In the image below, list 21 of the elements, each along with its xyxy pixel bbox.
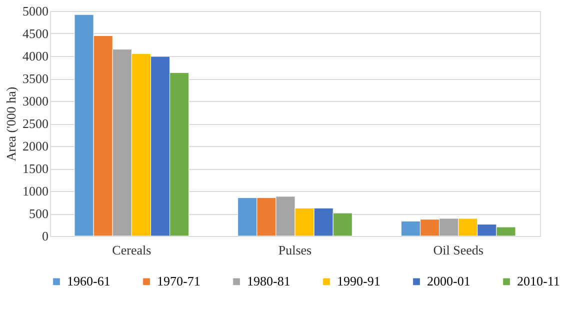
y-tick-label: 2500 (22, 116, 48, 131)
y-tick-label: 3000 (22, 94, 48, 108)
y-tick-label: 500 (29, 206, 48, 221)
legend-label: 2000-01 (427, 274, 470, 289)
legend-label: 2010-11 (517, 274, 560, 289)
y-tick-label: 4500 (22, 26, 48, 41)
y-tick-label: 0 (42, 228, 48, 244)
x-tick-label: Pulses (278, 242, 312, 258)
x-tick-label: Cereals (112, 242, 152, 258)
legend-label: 1980-81 (247, 274, 290, 289)
legend-label: 1990-91 (337, 274, 380, 289)
legend-label: 1970-71 (157, 274, 200, 289)
y-tick-label: 3500 (22, 71, 48, 86)
x-tick-label: Oil Seeds (433, 242, 484, 258)
y-tick-label: 1500 (22, 161, 48, 176)
legend-label: 1960-61 (67, 274, 110, 289)
y-tick-label: 1000 (22, 184, 48, 198)
y-tick-label: 4000 (22, 48, 48, 64)
y-tick-label: 5000 (22, 4, 48, 18)
y-tick-label: 2000 (22, 138, 48, 154)
y-axis-title: Area ('000 ha) (4, 86, 18, 162)
